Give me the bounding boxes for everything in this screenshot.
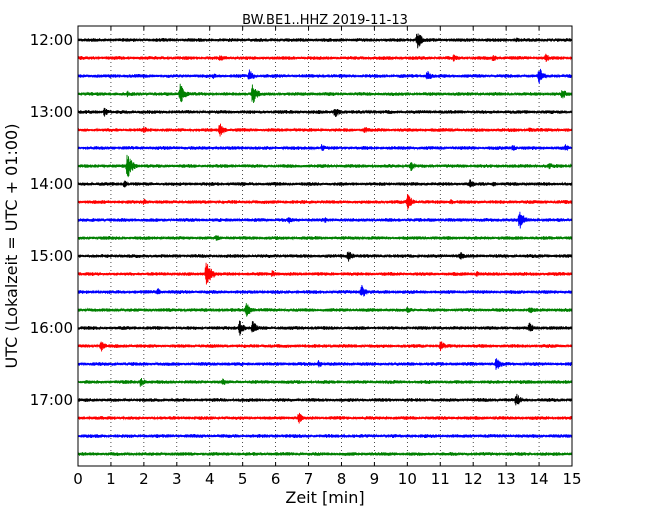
trace-1500	[77, 251, 573, 262]
y-tick-label: 17:00	[30, 391, 73, 409]
y-tick-label: 13:00	[30, 103, 73, 121]
x-tick-label: 4	[205, 470, 215, 488]
x-tick-label: 8	[337, 470, 347, 488]
trace-1300	[77, 107, 573, 118]
y-axis-ticks: 12:00 13:00 14:00 15:00 16:00 17:00	[30, 31, 572, 409]
x-tick-label: 14	[530, 470, 549, 488]
x-tick-label: 1	[106, 470, 116, 488]
trace-1215	[77, 53, 573, 63]
x-tick-label: 6	[271, 470, 281, 488]
trace-1530	[77, 284, 573, 297]
trace-1700	[77, 393, 573, 406]
trace-1730	[77, 433, 573, 439]
trace-1315	[77, 123, 573, 137]
trace-1330	[77, 144, 573, 151]
x-axis-label: Zeit [min]	[285, 488, 364, 507]
x-tick-label: 2	[139, 470, 149, 488]
x-tick-label: 15	[562, 470, 581, 488]
chart-title: BW.BE1..HHZ 2019-11-13	[242, 13, 408, 28]
trace-1230	[77, 68, 573, 84]
trace-1415	[77, 194, 573, 210]
vertical-grid	[110, 26, 540, 466]
y-tick-label: 12:00	[30, 31, 73, 49]
trace-1615	[77, 341, 573, 352]
plot-frame	[77, 25, 573, 467]
x-tick-label: 12	[464, 470, 483, 488]
trace-1200	[77, 33, 573, 49]
trace-1345	[77, 154, 573, 178]
trace-group	[77, 33, 573, 457]
y-axis-label: UTC (Lokalzeit = UTC + 01:00)	[2, 124, 21, 369]
x-tick-label: 13	[497, 470, 516, 488]
trace-1645	[77, 377, 573, 387]
trace-1515	[77, 262, 573, 285]
x-axis-ticks: 0 1 2 3 4 5 6 7 8 9 10 11 12 13 14 15	[73, 26, 582, 488]
y-tick-label: 14:00	[30, 175, 73, 193]
x-tick-label: 11	[431, 470, 450, 488]
x-tick-label: 7	[304, 470, 314, 488]
x-tick-label: 10	[398, 470, 417, 488]
trace-1545	[77, 303, 573, 317]
trace-1445	[77, 235, 573, 241]
trace-1245	[77, 83, 573, 104]
trace-1745	[77, 451, 573, 457]
x-tick-label: 0	[73, 470, 83, 488]
trace-1430	[77, 211, 573, 229]
trace-1630	[77, 358, 573, 370]
x-tick-label: 5	[238, 470, 248, 488]
trace-1400	[77, 179, 573, 188]
x-tick-label: 3	[172, 470, 182, 488]
y-tick-label: 16:00	[30, 319, 73, 337]
trace-1715	[77, 412, 573, 424]
x-tick-label: 9	[370, 470, 380, 488]
trace-1600	[77, 320, 573, 336]
y-tick-label: 15:00	[30, 247, 73, 265]
